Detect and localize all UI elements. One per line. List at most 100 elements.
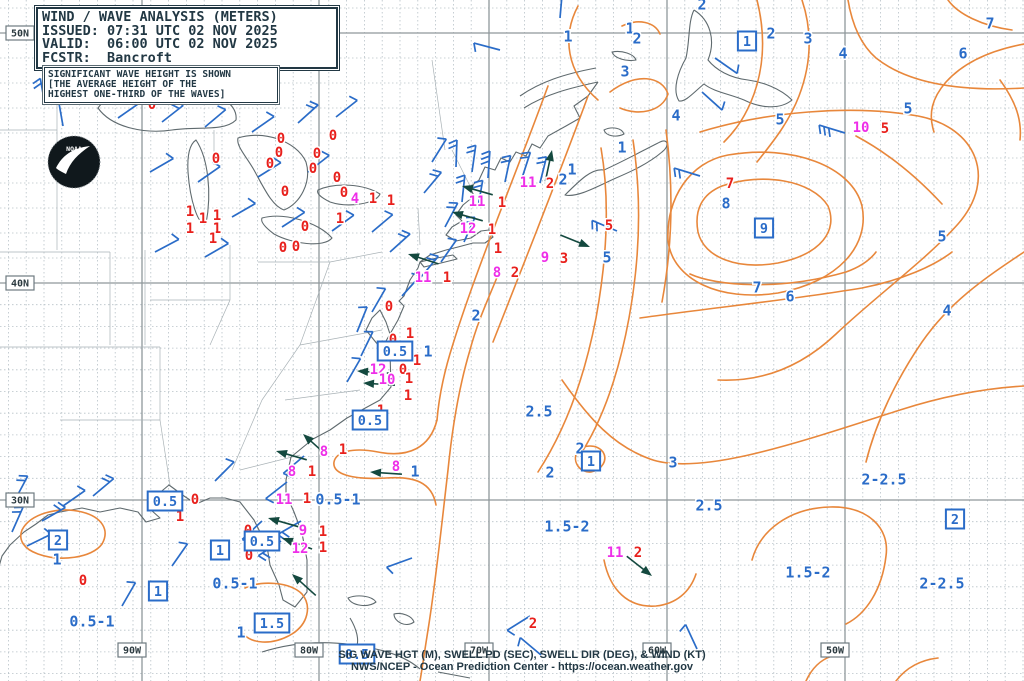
contour-label: 1 xyxy=(567,160,576,178)
wind-barb xyxy=(420,253,440,278)
wave-height-obs: 0 xyxy=(301,219,309,235)
caption: SIG WAVE HGT (M), SWELL PD (SEC), SWELL … xyxy=(212,649,832,673)
wind-barb xyxy=(204,237,229,258)
wind-barb xyxy=(26,527,52,547)
wave-height-obs: 1 xyxy=(494,241,502,257)
wave-height-obs: 2 xyxy=(511,265,519,281)
caption-line-2: NWS/NCEP - Ocean Prediction Center - htt… xyxy=(350,660,694,673)
swell-arrow xyxy=(303,434,328,457)
wind-barb xyxy=(161,100,184,123)
wave-height-obs: 1 xyxy=(319,524,327,540)
wind-barb xyxy=(818,124,846,138)
contour-label: 4 xyxy=(838,44,847,62)
noaa-logo-icon: NOAA xyxy=(46,134,102,190)
boxed-wave-height: 0.5 xyxy=(146,490,184,512)
swell-period-obs: 12 xyxy=(460,221,477,237)
contour-label: 5 xyxy=(775,110,784,128)
wind-barb xyxy=(431,137,448,163)
wind-barb xyxy=(371,210,394,233)
wind-barb xyxy=(444,201,459,228)
contour-label: 6 xyxy=(958,44,967,62)
swell-arrow xyxy=(544,150,554,182)
boxed-wave-height: 1 xyxy=(209,539,231,561)
caption-line-1: SIG WAVE HGT (M), SWELL PD (SEC), SWELL … xyxy=(338,649,706,661)
swell-arrow xyxy=(408,253,439,265)
wave-height-obs: 2 xyxy=(529,616,537,632)
geo-label: 30N xyxy=(5,492,35,508)
swell-period-obs: 9 xyxy=(541,250,549,266)
wind-barb xyxy=(401,272,421,297)
swell-arrow xyxy=(357,367,389,376)
wind-barb xyxy=(154,233,180,253)
svg-text:0.5: 0.5 xyxy=(358,413,382,429)
wind-barb xyxy=(673,167,701,179)
boxed-wave-height: 2 xyxy=(944,508,966,530)
contour-label: 5 xyxy=(903,99,912,117)
svg-text:2: 2 xyxy=(951,512,959,528)
contour-label: 4 xyxy=(671,106,680,124)
wave-height-obs: 5 xyxy=(605,218,613,234)
wave-height-obs: 2 xyxy=(634,545,642,561)
wave-height-obs: 0 xyxy=(329,128,337,144)
swell-arrow xyxy=(370,468,402,477)
contour-label: 1 xyxy=(617,138,626,156)
wind-barb xyxy=(149,152,174,173)
wind-barb xyxy=(389,229,411,253)
wind-barb xyxy=(346,356,362,383)
wave-height-obs: 1 xyxy=(303,491,311,507)
svg-text:0.5: 0.5 xyxy=(153,494,177,510)
contour-label: 2 xyxy=(766,24,775,42)
svg-text:50N: 50N xyxy=(11,29,29,40)
swell-period-obs: 11 xyxy=(520,175,537,191)
wave-height-obs: 1 xyxy=(308,464,316,480)
boxed-wave-height: 0.5 xyxy=(376,340,414,362)
wave-height-obs: 1 xyxy=(209,231,217,247)
contour-label: 1.5-2 xyxy=(544,517,589,535)
swell-direction-arrows xyxy=(268,150,652,597)
boxed-wave-height: 9 xyxy=(753,217,775,239)
wind-barb xyxy=(335,95,358,118)
wave-height-obs: 1 xyxy=(319,540,327,556)
wave-height-obs: 0 xyxy=(245,548,253,564)
contour-label: 0.5-1 xyxy=(212,574,257,592)
wind-barb xyxy=(297,100,319,124)
swell-period-obs: 10 xyxy=(379,372,396,388)
wave-height-obs: 0 xyxy=(313,146,321,162)
wind-barb xyxy=(204,105,227,128)
contour-label: 1 xyxy=(410,462,419,480)
wave-height-obs: 0 xyxy=(191,492,199,508)
boxed-wave-height: 0.5 xyxy=(351,409,389,431)
wind-barb xyxy=(517,636,542,656)
swell-period-obs: 12 xyxy=(292,541,309,557)
swell-period-obs: 9 xyxy=(299,523,307,539)
wind-barb xyxy=(171,541,189,567)
swell-arrow xyxy=(268,516,299,528)
contour-label: 2 xyxy=(545,463,554,481)
boxed-wave-height: 2 xyxy=(47,529,69,551)
wind-barb xyxy=(62,485,86,507)
wave-height-obs: 1 xyxy=(199,211,207,227)
swell-period-obs: 8 xyxy=(320,444,328,460)
wind-barb xyxy=(214,458,235,482)
boxed-wave-height: 0.5 xyxy=(243,530,281,552)
contour-label: 1 xyxy=(236,623,245,641)
wind-barb xyxy=(281,206,306,228)
contour-label: 0.5-1 xyxy=(69,612,114,630)
svg-text:9: 9 xyxy=(760,221,768,237)
svg-text:80W: 80W xyxy=(300,646,319,657)
geo-label: 80W xyxy=(294,642,324,658)
wave-height-obs: 0 xyxy=(333,170,341,186)
swell-period-obs: 8 xyxy=(392,459,400,475)
contour-label: 6 xyxy=(785,287,794,305)
wind-barb xyxy=(472,179,484,208)
swell-arrow xyxy=(292,574,317,597)
wind-barb xyxy=(257,157,282,178)
coastline xyxy=(0,9,793,679)
svg-text:1: 1 xyxy=(587,454,595,470)
contour-label: 7 xyxy=(985,14,994,32)
swell-period-obs: 8 xyxy=(493,265,501,281)
contour-label: 2-2.5 xyxy=(919,574,964,592)
swell-period-obs: 12 xyxy=(370,362,387,378)
contour-label: 0.5-1 xyxy=(315,490,360,508)
